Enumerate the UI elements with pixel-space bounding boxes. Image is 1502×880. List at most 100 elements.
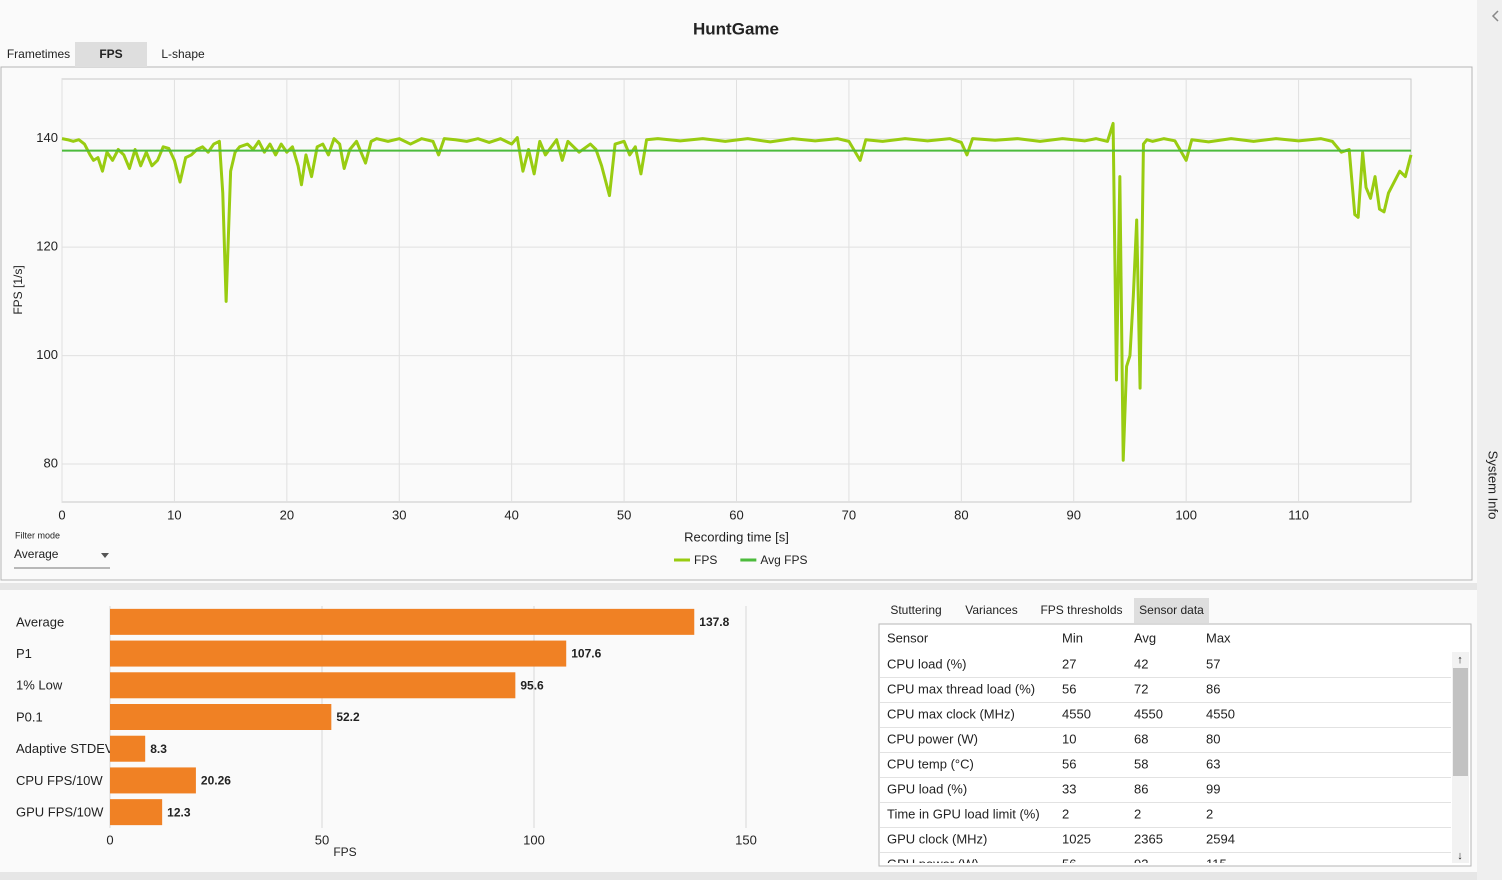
- x-tick-label: 40: [504, 507, 518, 522]
- column-header: Max: [1206, 630, 1231, 645]
- x-tick-label: 50: [617, 507, 631, 522]
- tab[interactable]: Frametimes: [7, 47, 70, 61]
- side-tab[interactable]: System Info: [1486, 451, 1501, 520]
- column-header: Avg: [1134, 630, 1156, 645]
- x-tick-label: 100: [523, 832, 545, 847]
- scroll-down[interactable]: ↓: [1457, 850, 1463, 862]
- table-cell: 86: [1134, 781, 1148, 796]
- x-tick-label: 60: [729, 507, 743, 522]
- title: HuntGame: [693, 19, 779, 38]
- filter-value[interactable]: Average: [14, 547, 59, 561]
- tab[interactable]: FPS thresholds: [1040, 603, 1122, 617]
- table-cell: 4550: [1134, 706, 1163, 721]
- side-panel[interactable]: [1477, 0, 1502, 880]
- x-tick-label: 150: [735, 832, 757, 847]
- x-tick-label: 0: [106, 832, 113, 847]
- value-label: 8.3: [150, 742, 167, 756]
- table-cell: 2: [1134, 806, 1141, 821]
- table-body: CPU load (%) 27 42 57 CPU max thread load (%…: [880, 656, 1451, 871]
- y-tick-label: 80: [44, 455, 58, 470]
- value-label: 137.8: [699, 615, 729, 629]
- table-cell: 99: [1206, 781, 1220, 796]
- tab[interactable]: L-shape: [161, 47, 205, 61]
- y-tick-label: 120: [36, 239, 58, 254]
- collapse-arrow[interactable]: [1491, 10, 1499, 22]
- value-label: 95.6: [520, 678, 544, 692]
- table-cell: 93: [1134, 856, 1148, 871]
- table-cell: GPU power (W): [887, 856, 979, 871]
- bar: [110, 608, 695, 635]
- x-tick-label: 50: [315, 832, 329, 847]
- table-cell: Time in GPU load limit (%): [887, 806, 1040, 821]
- table-cell: 72: [1134, 681, 1148, 696]
- table-cell: 57: [1206, 656, 1220, 671]
- column-header: Min: [1062, 630, 1083, 645]
- table-cell: 58: [1134, 756, 1148, 771]
- x-tick-label: 80: [954, 507, 968, 522]
- table-cell: 2594: [1206, 831, 1235, 846]
- table-cell: GPU clock (MHz): [887, 831, 987, 846]
- x-tick-label: 90: [1067, 507, 1081, 522]
- table-cell: 4550: [1062, 706, 1091, 721]
- value-label: 107.6: [571, 647, 601, 661]
- value-label: 20.26: [201, 774, 231, 788]
- table-cell: 4550: [1206, 706, 1235, 721]
- table-cell: 56: [1062, 756, 1076, 771]
- x-axis-label: FPS: [333, 845, 356, 859]
- y-tick-label: 140: [36, 130, 58, 145]
- table-cell: 2365: [1134, 831, 1163, 846]
- table-cell: 42: [1134, 656, 1148, 671]
- table-cell: 56: [1062, 856, 1076, 871]
- table-cell: 2: [1206, 806, 1213, 821]
- table-cell: CPU power (W): [887, 731, 978, 746]
- table-cell: 86: [1206, 681, 1220, 696]
- category-label: Adaptive STDEV: [16, 741, 114, 756]
- filter-label: Filter mode: [15, 530, 60, 540]
- table-box: [878, 623, 1472, 867]
- table-cell: 115: [1206, 856, 1227, 871]
- y-tick-label: 100: [36, 347, 58, 362]
- bar: [110, 799, 163, 826]
- x-tick-label: 10: [167, 507, 181, 522]
- scrollbar-thumb[interactable]: [1453, 668, 1468, 776]
- bar: [110, 704, 332, 730]
- x-tick-label: 20: [280, 507, 294, 522]
- column-header: Sensor: [887, 630, 929, 645]
- category-label: GPU FPS/10W: [16, 805, 104, 820]
- x-tick-label: 100: [1175, 507, 1197, 522]
- table-cell: CPU load (%): [887, 656, 966, 671]
- separator-bottom: [0, 872, 1477, 880]
- x-tick-label: 0: [58, 507, 65, 522]
- tab[interactable]: FPS: [99, 47, 122, 61]
- legend-label: FPS: [694, 553, 717, 567]
- table-cell: CPU max thread load (%): [887, 681, 1035, 696]
- tab[interactable]: Sensor data: [1139, 603, 1204, 617]
- table-cell: 63: [1206, 756, 1220, 771]
- x-tick-label: 30: [392, 507, 406, 522]
- value-label: 12.3: [167, 805, 191, 819]
- legend-label: Avg FPS: [760, 553, 807, 567]
- category-label: P1: [16, 646, 32, 661]
- table-cell: 33: [1062, 781, 1076, 796]
- x-axis-label: Recording time [s]: [684, 529, 789, 544]
- category-label: CPU FPS/10W: [16, 773, 103, 788]
- bar: [110, 672, 516, 699]
- scroll-up[interactable]: ↑: [1457, 654, 1463, 666]
- table-cell: 56: [1062, 681, 1076, 696]
- tab[interactable]: Stuttering: [890, 603, 941, 617]
- table-cell: 2: [1062, 806, 1069, 821]
- value-label: 52.2: [336, 710, 360, 724]
- data-line: [61, 121, 1413, 462]
- category-label: P0.1: [16, 709, 43, 724]
- separator: [0, 583, 1477, 590]
- x-tick-label: 110: [1288, 507, 1309, 522]
- y-axis-label: FPS [1/s]: [11, 265, 25, 314]
- x-tick-label: 70: [842, 507, 856, 522]
- table-cell: 80: [1206, 731, 1220, 746]
- tab[interactable]: Variances: [965, 603, 1017, 617]
- category-label: 1% Low: [16, 678, 63, 693]
- table-cell: 68: [1134, 731, 1148, 746]
- dropdown-arrow[interactable]: [101, 553, 109, 558]
